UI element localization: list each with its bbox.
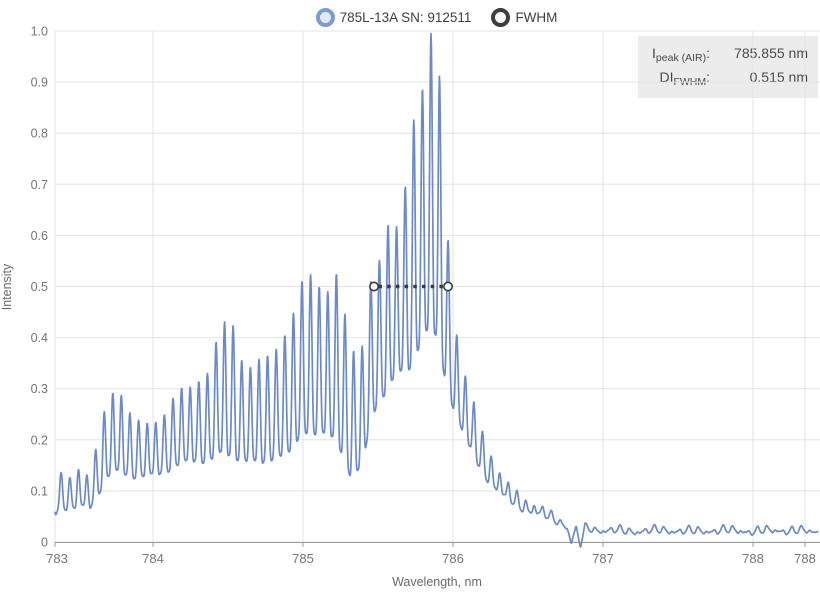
- x-tick-label: 788: [742, 551, 764, 566]
- y-tick-label: 1.0: [31, 25, 48, 39]
- fwhm-value: 0.515 nm: [749, 69, 808, 85]
- x-tick-label: 787: [592, 551, 614, 566]
- y-tick-label: 0.2: [31, 433, 48, 447]
- legend: 785L-13A SN: 912511 FWHM: [55, 5, 818, 29]
- x-tick-label: 785: [292, 551, 314, 566]
- fwhm-left-endpoint-icon: [368, 281, 379, 292]
- x-axis-title: Wavelength, nm: [392, 575, 482, 589]
- y-tick-label: 0.9: [31, 76, 48, 90]
- fwhm-right-endpoint-icon: [442, 281, 453, 292]
- y-tick-label: 0.8: [31, 127, 48, 141]
- y-tick-label: 0.5: [31, 280, 48, 294]
- fwhm-marker-line: [368, 281, 453, 292]
- y-tick-label: 0.6: [31, 229, 48, 243]
- peak-label: Ipeak (AIR):: [652, 45, 710, 64]
- x-tick-label: 786: [442, 551, 464, 566]
- y-tick-label: 0.1: [31, 484, 48, 498]
- peak-readout-box: Ipeak (AIR): 785.855 nm DIFWHM: 0.515 nm: [638, 36, 818, 98]
- series-marker-icon: [315, 7, 335, 27]
- y-tick-label: 0.4: [31, 331, 48, 345]
- y-tick-label: 0.3: [31, 382, 48, 396]
- legend-item-series[interactable]: 785L-13A SN: 912511: [315, 7, 472, 27]
- x-tick-label-edge: 788: [794, 551, 816, 566]
- axes: [54, 542, 820, 547]
- x-tick-label: 783: [46, 551, 68, 566]
- legend-fwhm-label: FWHM: [515, 9, 558, 25]
- legend-item-fwhm[interactable]: FWHM: [491, 7, 558, 27]
- y-axis-title: Intensity: [0, 263, 14, 310]
- fwhm-marker-icon: [491, 7, 511, 27]
- y-tick-label: 0.7: [31, 178, 48, 192]
- y-tick-label: 0: [41, 536, 48, 550]
- legend-series-label: 785L-13A SN: 912511: [339, 9, 472, 25]
- spectrum-line: [54, 32, 819, 548]
- x-tick-label: 784: [142, 551, 164, 566]
